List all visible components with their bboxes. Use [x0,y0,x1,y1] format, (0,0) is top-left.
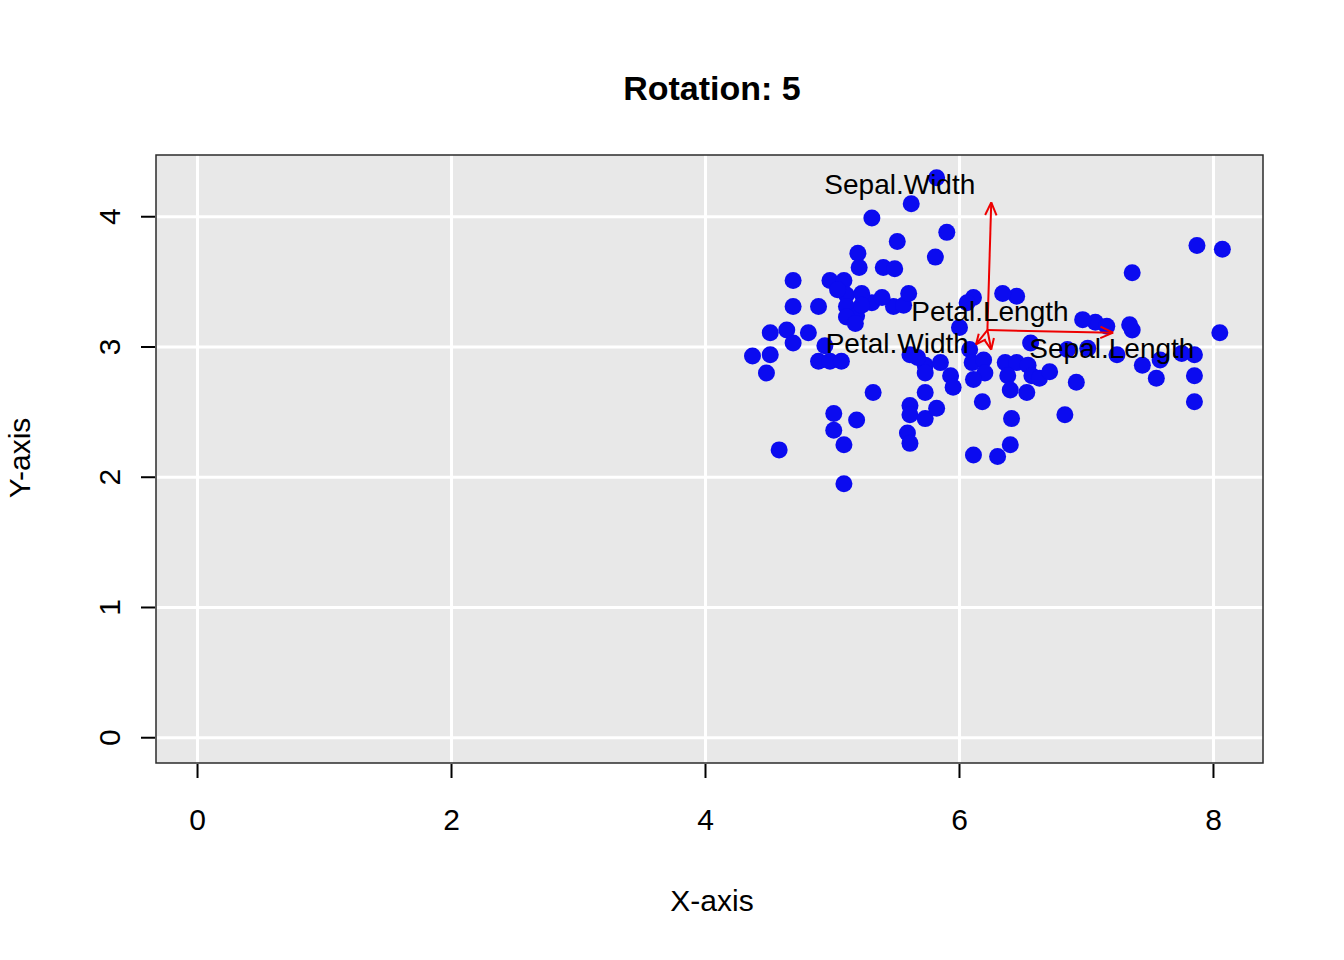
scatter-plot: 0 2 4 6 8 0 1 2 3 4 Sepal.Width Sepal.Length Petal.L… [0,0,1344,960]
y-tick-label: 1 [94,599,127,616]
data-point [865,384,882,401]
data-point [874,289,891,306]
data-point [771,441,788,458]
data-point [1121,316,1138,333]
data-point [1068,374,1085,391]
data-point [1056,406,1073,423]
data-point [853,297,870,314]
data-point [974,393,991,410]
data-point [851,259,868,276]
vector-label: Petal.Length [911,296,1068,327]
data-point [825,422,842,439]
data-point [1003,410,1020,427]
plot-layer: 0 2 4 6 8 0 1 2 3 4 Sepal.Width Sepal.Length Petal.L… [94,155,1264,836]
data-point [744,348,761,365]
data-point [1214,241,1231,258]
data-point [1124,264,1141,281]
data-point [999,367,1016,384]
vector-label: Petal.Width [826,328,969,359]
data-point [901,435,918,452]
data-point [835,475,852,492]
data-point [927,249,944,266]
x-tick-label: 6 [951,803,968,836]
figure: 0 2 4 6 8 0 1 2 3 4 Sepal.Width Sepal.Length Petal.L… [0,0,1344,960]
x-tick-label: 4 [697,803,714,836]
data-point [762,346,779,363]
data-point [825,405,842,422]
x-tick-label: 8 [1205,803,1222,836]
data-point [785,298,802,315]
data-point [785,335,802,352]
y-tick-label: 3 [94,339,127,356]
data-point [1002,436,1019,453]
data-point [1186,393,1203,410]
data-point [1211,324,1228,341]
data-point [917,365,934,382]
data-point [989,448,1006,465]
data-point [810,298,827,315]
data-point [938,224,955,241]
data-point [835,436,852,453]
data-point [928,400,945,417]
data-point [965,447,982,464]
data-point [901,406,918,423]
chart-title: Rotation: 5 [623,69,801,107]
plot-panel [156,155,1263,763]
data-point [758,365,775,382]
y-tick-label: 4 [94,208,127,225]
data-point [917,384,934,401]
data-point [829,281,846,298]
data-point [800,324,817,341]
y-tick-label: 2 [94,469,127,486]
data-point [1018,384,1035,401]
x-axis-label: X-axis [670,884,753,917]
data-point [945,379,962,396]
data-point [1148,370,1165,387]
vector-label: Sepal.Width [824,169,975,200]
data-point [785,272,802,289]
data-point [848,411,865,428]
data-point [1074,311,1091,328]
data-point [863,210,880,227]
data-point [1188,237,1205,254]
y-tick-label: 0 [94,729,127,746]
data-point [762,324,779,341]
data-point [1186,367,1203,384]
vector-label: Sepal.Length [1029,333,1194,364]
data-point [886,260,903,277]
y-axis-label: Y-axis [3,418,36,499]
data-point [965,371,982,388]
x-tick-label: 2 [443,803,460,836]
x-tick-label: 0 [189,803,206,836]
data-point [1041,363,1058,380]
data-point [889,233,906,250]
data-point [1002,381,1019,398]
